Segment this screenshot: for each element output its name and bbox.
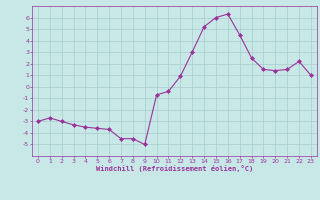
X-axis label: Windchill (Refroidissement éolien,°C): Windchill (Refroidissement éolien,°C) <box>96 165 253 172</box>
